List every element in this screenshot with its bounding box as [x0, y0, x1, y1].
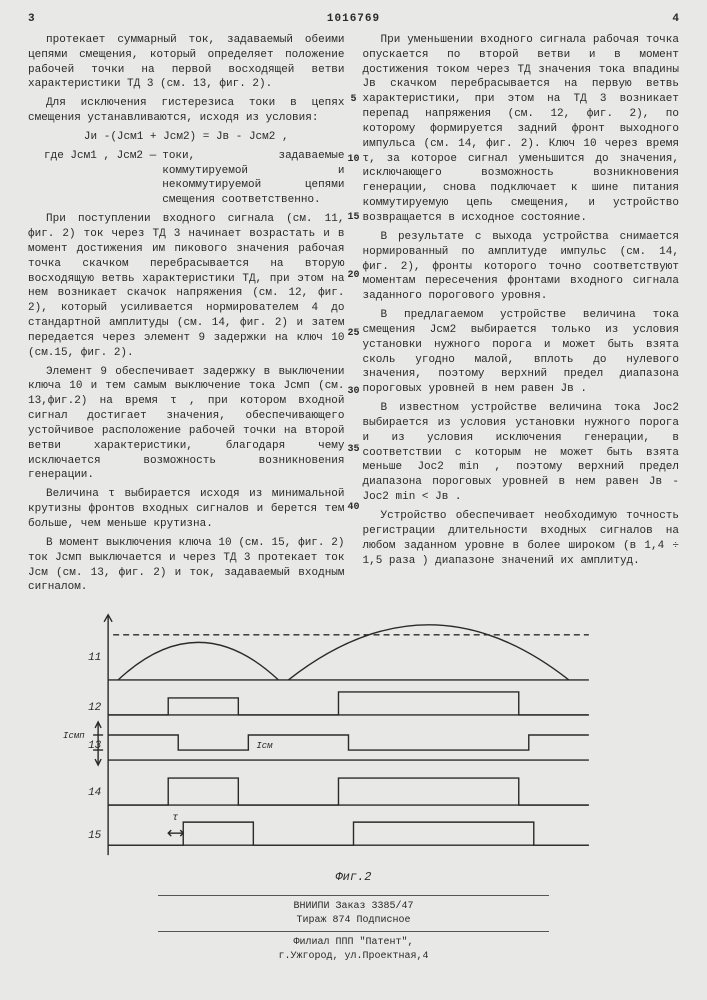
svg-text:12: 12 [88, 702, 102, 714]
svg-text:14: 14 [88, 787, 101, 799]
paragraph: В момент выключения ключа 10 (см. 15, фи… [28, 536, 345, 595]
paragraph: В известном устройстве величина тока Jос… [363, 401, 680, 505]
page-num-left: 3 [28, 12, 35, 27]
formula-where: где Jсм1 , Jсм2 — токи, задаваемые комму… [44, 149, 345, 208]
svg-text:Iсмп: Iсмп [63, 730, 85, 741]
formula: Jи -(Jсм1 + Jсм2) = Jв - Jсм2 , [28, 130, 345, 145]
line-mark: 10 [347, 153, 359, 167]
svg-text:13: 13 [88, 740, 102, 752]
paragraph: В результате с выхода устройства снимает… [363, 230, 680, 304]
paragraph: протекает суммарный ток, задаваемый обеи… [28, 33, 345, 92]
paragraph: В предлагаемом устройстве величина тока … [363, 308, 680, 397]
right-column: При уменьшении входного сигнала рабочая … [363, 33, 680, 599]
line-mark: 40 [347, 501, 359, 515]
timing-diagram: 11 12 13 14 15 Iсмп Iсм τ [28, 605, 679, 865]
svg-text:τ: τ [172, 813, 178, 824]
footer-line: г.Ужгород, ул.Проектная,4 [28, 950, 679, 964]
paragraph: При поступлении входного сигнала (см. 11… [28, 212, 345, 360]
figure-2: 11 12 13 14 15 Iсмп Iсм τ Фиг.2 [28, 605, 679, 885]
paragraph: При уменьшении входного сигнала рабочая … [363, 33, 680, 226]
page-header: 3 1016769 4 [28, 12, 679, 27]
paragraph: Величина τ выбирается исходя из минималь… [28, 487, 345, 532]
footer-line: ВНИИПИ Заказ 3385/47 [28, 900, 679, 914]
text-columns: 5 10 15 20 25 30 35 40 протекает суммарн… [28, 33, 679, 599]
where-lead: где Jсм1 , Jсм2 — [44, 149, 156, 208]
page-num-right: 4 [672, 12, 679, 27]
svg-text:15: 15 [88, 830, 102, 842]
line-mark: 15 [347, 211, 359, 225]
line-mark: 5 [350, 93, 356, 107]
line-mark: 35 [347, 443, 359, 457]
paragraph: Элемент 9 обеспечивает задержку в выключ… [28, 365, 345, 484]
line-mark: 20 [347, 269, 359, 283]
doc-number: 1016769 [327, 12, 380, 27]
footer-line: Филиал ППП "Патент", [28, 936, 679, 950]
footer: ВНИИПИ Заказ 3385/47 Тираж 874 Подписное… [28, 895, 679, 963]
svg-text:11: 11 [88, 652, 101, 664]
paragraph: Для исключения гистерезиса токи в цепях … [28, 96, 345, 126]
left-column: протекает суммарный ток, задаваемый обеи… [28, 33, 345, 599]
where-body: токи, задаваемые коммутируемой и некомму… [162, 149, 344, 208]
svg-text:Iсм: Iсм [256, 740, 273, 751]
line-mark: 30 [347, 385, 359, 399]
paragraph: Устройство обеспечивает необходимую точн… [363, 509, 680, 568]
line-mark: 25 [347, 327, 359, 341]
figure-label: Фиг.2 [28, 869, 679, 885]
footer-line: Тираж 874 Подписное [28, 914, 679, 928]
